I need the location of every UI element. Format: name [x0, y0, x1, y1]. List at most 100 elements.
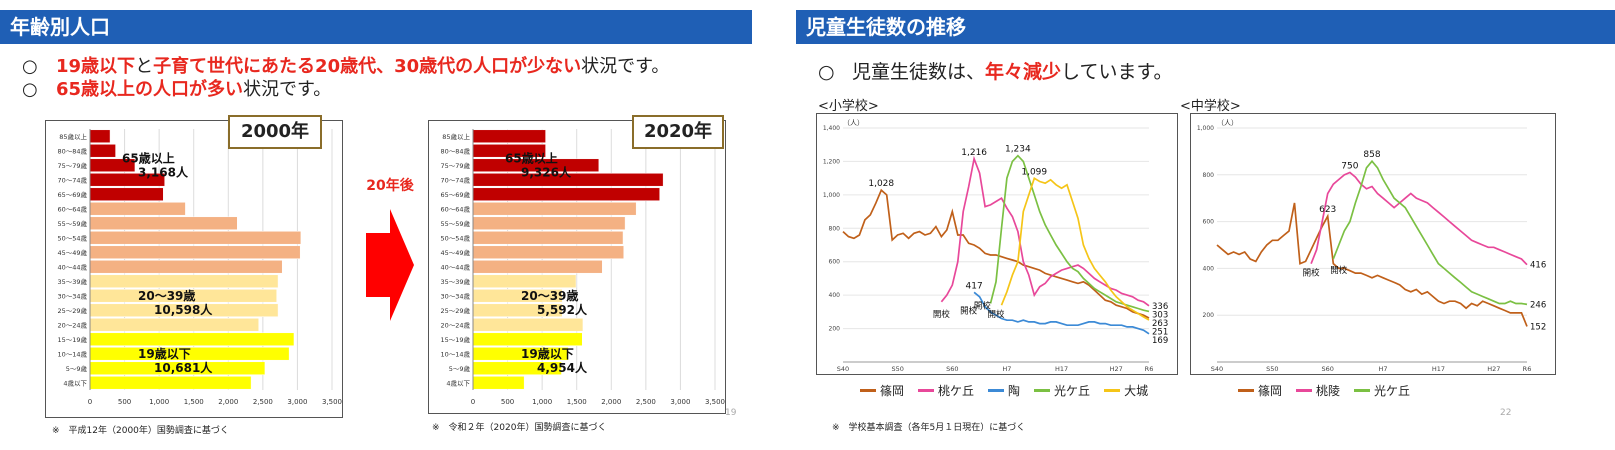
y-tick-label: 70～74歳: [440, 175, 470, 184]
y-tick-label: 5～9歳: [449, 364, 471, 373]
series-line: [1000, 177, 1150, 321]
end-value-label: 246: [1530, 300, 1546, 310]
elementary-legend: 篠岡 桃ケ丘 陶 光ケ丘 大城: [860, 382, 1148, 399]
middle-line-chart: （人） 200 400 600 800 1,000 S40 S50 S60 H7 H17 H27 R6 8…: [1197, 119, 1546, 373]
legend-label: 桃陵: [1316, 384, 1341, 398]
pyramid-2000-box: 0 500 1,000 1,500 2,000 2,500 3,000 3,500 85歳以上 8…: [45, 120, 343, 418]
x-tick-label: R6: [1145, 365, 1154, 373]
bullet-text-part: 状況です。: [243, 79, 332, 100]
y-tick-label: 200: [829, 326, 841, 333]
y-tick-label: 25～29歳: [440, 306, 470, 315]
note-2020: ※ 令和２年（2020年）国勢調査に基づく: [432, 423, 607, 433]
y-tick-label: 60～64歳: [57, 204, 87, 213]
y-tick-label: 15～19歳: [57, 335, 87, 344]
x-tick-label: S40: [837, 365, 849, 373]
y-axis-unit: （人）: [843, 119, 864, 127]
series-line: [1216, 202, 1528, 327]
left-header: 年齢別人口: [0, 10, 752, 44]
bar: [89, 144, 116, 158]
end-value-label: 263: [1152, 319, 1168, 329]
x-tick-label: S50: [891, 365, 903, 373]
legend-swatch: [860, 389, 876, 392]
x-tick-label: 3,500: [322, 398, 342, 406]
legend-swatch: [1354, 389, 1371, 392]
end-value-label: 251: [1152, 327, 1168, 337]
end-value-label: 169: [1152, 336, 1168, 346]
y-tick-label: 400: [829, 292, 841, 299]
series-line: [1332, 159, 1528, 306]
x-tick-label: 1,500: [184, 398, 204, 406]
x-tick-label: H7: [1002, 365, 1011, 373]
bar: [89, 202, 186, 216]
y-tick-label: 600: [829, 259, 841, 266]
x-tick-label: R6: [1523, 365, 1532, 373]
open-label: 開校: [974, 301, 992, 312]
legend-item: 光ケ丘: [1354, 382, 1410, 399]
legend-swatch: [988, 389, 1005, 392]
bullet-text-part: 19歳以下: [56, 56, 136, 77]
group-label: 20～39歳: [521, 288, 578, 303]
data-label: 858: [1363, 150, 1380, 160]
y-tick-label: 65～69歳: [440, 190, 470, 199]
bar: [89, 245, 301, 259]
series-line: [1310, 171, 1528, 266]
data-label: 623: [1319, 205, 1336, 215]
bar: [472, 202, 637, 216]
data-label: 1,028: [868, 179, 894, 189]
data-label: 750: [1341, 161, 1358, 171]
series-line: [989, 154, 1150, 313]
bar: [472, 129, 546, 143]
pyramid-2020-chart: 0 500 1,000 1,500 2,000 2,500 3,000 3,500 85歳以上 8…: [440, 129, 725, 406]
group-value: 3,168人: [138, 164, 189, 179]
right-header: 児童生徒数の推移: [796, 10, 1615, 44]
left-bullet-1: ○ 19歳以下と子育て世代にあたる20歳代、30歳代の人口が少ない状況です。: [22, 55, 669, 79]
y-tick-label: 1,200: [823, 158, 840, 165]
x-tick-label: 3,000: [287, 398, 307, 406]
legend-item: 大城: [1104, 382, 1148, 399]
data-label: 1,216: [961, 148, 987, 158]
y-tick-label: 1,400: [823, 125, 840, 132]
bar: [89, 376, 252, 390]
middle-chart-box: （人） 200 400 600 800 1,000 S40 S50 S60 H7 H17 H27 R6 8…: [1190, 113, 1556, 375]
bar: [472, 216, 626, 230]
note-2000: ※ 平成12年（2000年）国勢調査に基づく: [52, 426, 229, 436]
x-tick-label: 2,500: [636, 398, 656, 406]
y-tick-label: 70～74歳: [57, 175, 87, 184]
x-tick-label: 500: [501, 398, 514, 406]
legend-item: 桃ケ丘: [918, 382, 974, 399]
x-tick-label: 3,500: [705, 398, 725, 406]
year-label-2000: 2000年: [228, 115, 322, 149]
y-tick-label: 20～24歳: [57, 320, 87, 329]
elementary-line-chart: （人） 200 400 600 800 1,000 1,200 1,400 S40 S50 S60 H…: [823, 119, 1168, 373]
bar: [89, 216, 238, 230]
y-tick-label: 15～19歳: [440, 335, 470, 344]
x-tick-label: S40: [1211, 365, 1223, 373]
y-tick-label: 80～84歳: [57, 146, 87, 155]
x-tick-label: 2,000: [218, 398, 238, 406]
group-label: 65歳以上: [122, 150, 175, 165]
legend-item: 篠岡: [860, 382, 904, 399]
x-tick-label: S60: [1322, 365, 1334, 373]
y-tick-label: 20～24歳: [440, 320, 470, 329]
bullet-mark: ○: [22, 79, 38, 100]
y-tick-label: 40～44歳: [57, 262, 87, 271]
x-tick-label: H7: [1379, 365, 1388, 373]
x-tick-label: 0: [88, 398, 92, 406]
x-tick-label: H17: [1432, 365, 1445, 373]
series-line: [842, 188, 1150, 319]
series-line: [940, 155, 1150, 307]
legend-label: 光ケ丘: [1054, 384, 1091, 398]
group-label: 65歳以上: [505, 150, 558, 165]
arrow-20years: 20年後: [360, 175, 420, 325]
x-tick-label: H17: [1055, 365, 1068, 373]
x-tick-label: 1,500: [567, 398, 587, 406]
bullet-text-part: 状況です。: [581, 56, 670, 77]
bullet-mark: ○: [818, 61, 835, 83]
y-tick-label: 4歳以下: [63, 378, 87, 387]
legend-item: 篠岡: [1238, 382, 1282, 399]
bar: [472, 376, 525, 390]
series-line: [973, 291, 1150, 335]
y-tick-label: 65～69歳: [57, 190, 87, 199]
x-tick-label: 0: [471, 398, 475, 406]
open-label: 開校: [960, 306, 978, 317]
